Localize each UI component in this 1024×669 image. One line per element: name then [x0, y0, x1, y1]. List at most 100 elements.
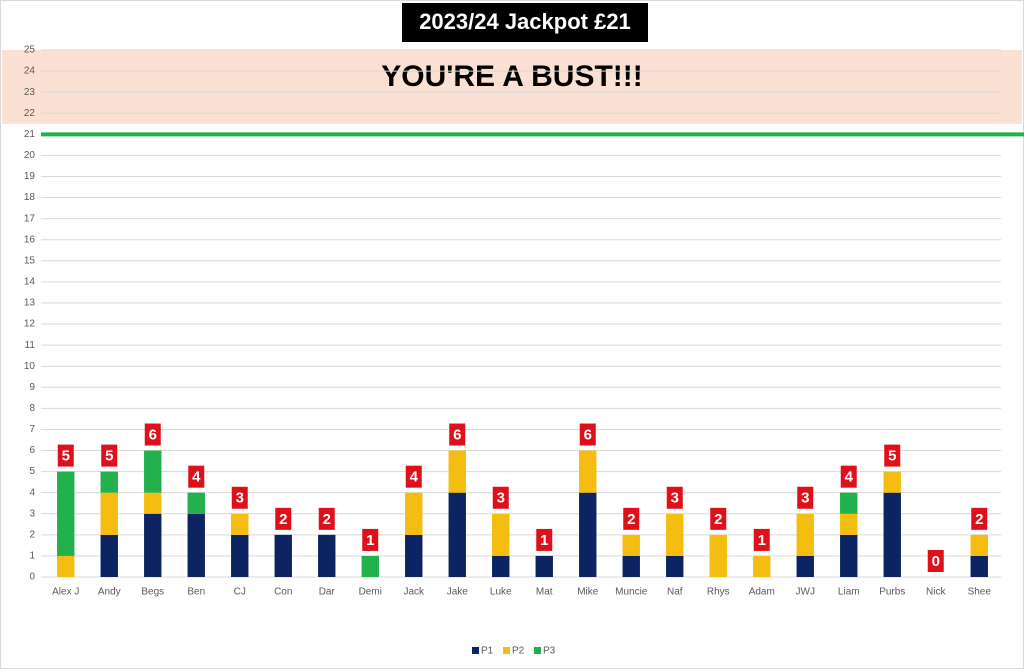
bar-segment: [57, 471, 75, 556]
total-label-box: [188, 465, 205, 488]
annotation: YOU'RE A BUST!!!: [381, 60, 643, 93]
x-tick-label: Purbs: [879, 587, 905, 598]
legend-label: P3: [543, 646, 556, 657]
legend-swatch: [503, 647, 510, 654]
total-label: 3: [671, 490, 679, 507]
bar-segment: [144, 492, 162, 514]
total-label-box: [927, 550, 944, 572]
bar-segment: [100, 492, 118, 535]
bar-segment: [405, 534, 423, 577]
bar-segment: [231, 534, 249, 577]
bar-segment: [100, 471, 118, 493]
total-label: 2: [627, 511, 635, 528]
total-label-box: [405, 465, 422, 488]
y-tick-label: 17: [24, 213, 36, 224]
x-tick-label: Nick: [926, 587, 946, 598]
bar-segment: [448, 450, 466, 493]
total-label: 5: [105, 448, 113, 465]
total-label-box: [840, 465, 857, 488]
y-tick-label: 18: [24, 192, 36, 203]
total-label: 2: [279, 511, 287, 528]
title-box: [402, 3, 648, 42]
total-label-box: [884, 444, 901, 467]
total-label: 0: [932, 553, 940, 570]
total-label-box: [144, 423, 161, 446]
bar-segment: [318, 534, 336, 577]
y-tick-label: 10: [24, 361, 36, 372]
x-tick-label: CJ: [234, 587, 246, 598]
y-tick-label: 16: [24, 234, 36, 245]
y-tick-label: 25: [24, 45, 36, 56]
x-tick-label: Naf: [667, 587, 683, 598]
bar-segment: [622, 555, 640, 577]
y-tick-label: 14: [24, 277, 36, 288]
total-label-box: [275, 507, 292, 530]
total-label-box: [753, 528, 770, 551]
bar-segment: [796, 555, 814, 577]
total-label: 6: [453, 426, 461, 443]
bar-segment: [970, 555, 988, 577]
y-tick-label: 2: [29, 529, 35, 540]
bar-segment: [666, 555, 684, 577]
bar-segment: [666, 513, 684, 556]
y-tick-label: 1: [29, 551, 35, 562]
total-label-box: [101, 444, 118, 467]
x-tick-label: Jack: [403, 587, 425, 598]
y-tick-label: 9: [29, 382, 35, 393]
x-tick-label: Jake: [447, 587, 469, 598]
total-label: 1: [540, 532, 548, 549]
total-label-box: [318, 507, 335, 530]
total-label-box: [710, 507, 727, 530]
bar-segment: [274, 534, 292, 577]
bar-segment: [709, 534, 727, 577]
bar-segment: [144, 450, 162, 493]
bar-segment: [840, 513, 858, 535]
y-tick-label: 24: [24, 66, 36, 77]
total-label-box: [492, 486, 509, 509]
total-label-box: [579, 423, 596, 446]
x-tick-label: Shee: [968, 587, 992, 598]
bar-segment: [796, 513, 814, 556]
bar-segment: [970, 534, 988, 556]
total-label-box: [57, 444, 74, 467]
x-tick-label: Rhys: [707, 587, 730, 598]
bar-segment: [840, 492, 858, 514]
bar-segment: [57, 555, 75, 577]
total-label: 6: [584, 426, 592, 443]
bar-segment: [100, 534, 118, 577]
y-tick-label: 20: [24, 150, 36, 161]
y-tick-label: 6: [29, 445, 35, 456]
bar-segment: [883, 492, 901, 577]
bar-segment: [579, 492, 597, 577]
x-tick-label: Ben: [187, 587, 205, 598]
legend-swatch: [472, 647, 479, 654]
y-tick-label: 21: [24, 129, 36, 140]
bar-segment: [622, 534, 640, 556]
total-label: 1: [366, 532, 374, 549]
total-label: 5: [888, 448, 896, 465]
total-label: 4: [410, 469, 419, 486]
x-tick-label: Begs: [141, 587, 164, 598]
bar-segment: [883, 471, 901, 493]
y-tick-label: 22: [24, 108, 36, 119]
bar-segment: [187, 492, 205, 514]
total-label: 2: [714, 511, 722, 528]
y-tick-label: 3: [29, 508, 35, 519]
x-tick-label: Liam: [838, 587, 860, 598]
bar-segment: [187, 513, 205, 577]
x-tick-label: Dar: [319, 587, 336, 598]
legend-label: P2: [512, 646, 525, 657]
bar-segment: [753, 555, 771, 577]
x-tick-label: Adam: [749, 587, 775, 598]
x-tick-label: JWJ: [796, 587, 815, 598]
x-tick-label: Demi: [359, 587, 382, 598]
x-tick-label: Con: [274, 587, 292, 598]
total-label: 5: [62, 448, 70, 465]
y-tick-label: 15: [24, 255, 36, 266]
y-tick-label: 5: [29, 466, 35, 477]
bar-segment: [231, 513, 249, 535]
total-label-box: [623, 507, 640, 530]
total-label: 2: [323, 511, 331, 528]
total-label-box: [362, 528, 379, 551]
x-tick-label: Mike: [577, 587, 599, 598]
